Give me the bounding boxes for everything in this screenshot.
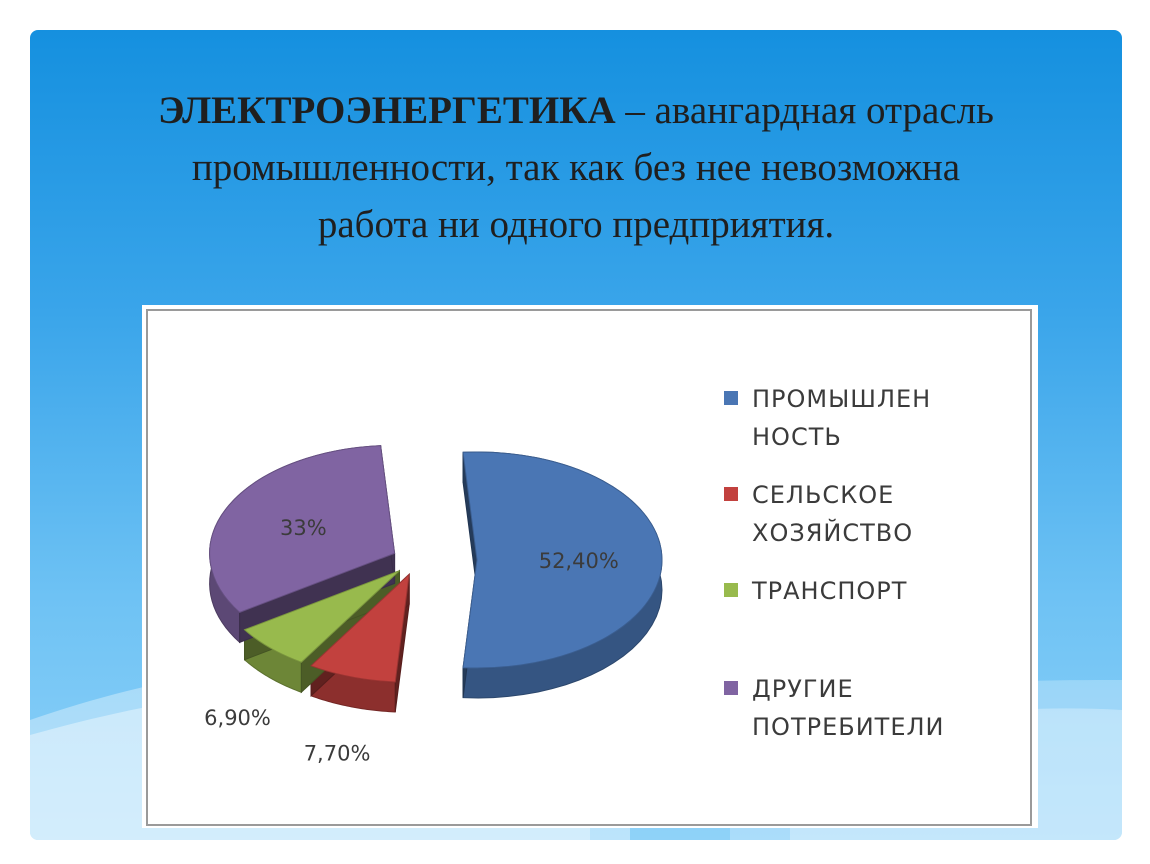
legend-label-1: ХОЗЯЙСТВО — [752, 518, 913, 547]
pie-chart: 52,40% 7,70% 6,90% 33% ПРОМЫШЛЕН НОСТЬ СЕЛЬСК… — [146, 309, 1032, 826]
chart-panel: 52,40% 7,70% 6,90% 33% ПРОМЫШЛЕН НОСТЬ СЕЛЬСК… — [142, 305, 1038, 828]
legend-label-0: ПРОМЫШЛЕН — [752, 385, 931, 413]
title-line2: промышленности, так как без нее невозмож… — [191, 146, 961, 189]
legend-label-1: СЕЛЬСКОЕ — [752, 481, 894, 509]
title-line3: работа ни одного предприятия. — [317, 203, 835, 246]
pie-slice-1 — [310, 572, 410, 683]
title-rest-line1: – авангардная отрасль — [615, 89, 994, 132]
legend-item-0: ПРОМЫШЛЕН НОСТЬ — [724, 385, 931, 451]
pie-slice-2 — [243, 570, 400, 663]
legend-label-3: ПОТРЕБИТЕЛИ — [752, 713, 944, 741]
data-label-2: 6,90% — [204, 706, 271, 730]
data-label-3: 33% — [280, 516, 327, 540]
pie-slice-0 — [462, 451, 663, 669]
legend-swatch-2 — [724, 583, 738, 597]
pie-slice-3 — [209, 445, 396, 613]
legend-item-1: СЕЛЬСКОЕ ХОЗЯЙСТВО — [724, 481, 913, 547]
slide-title: ЭЛЕКТРОЭНЕРГЕТИКА – авангардная отрасль … — [90, 82, 1062, 253]
data-label-1: 7,70% — [304, 742, 371, 766]
legend-swatch-0 — [724, 391, 738, 405]
legend-swatch-3 — [724, 681, 738, 695]
legend-item-2: ТРАНСПОРТ — [724, 577, 907, 605]
legend-label-2: ТРАНСПОРТ — [751, 577, 907, 605]
legend-item-3: ДРУГИЕ ПОТРЕБИТЕЛИ — [724, 675, 944, 741]
legend-swatch-1 — [724, 487, 738, 501]
legend-label-3: ДРУГИЕ — [752, 675, 854, 703]
data-label-0: 52,40% — [539, 549, 619, 573]
title-bold: ЭЛЕКТРОЭНЕРГЕТИКА — [158, 89, 616, 132]
legend-label-0: НОСТЬ — [752, 423, 842, 451]
